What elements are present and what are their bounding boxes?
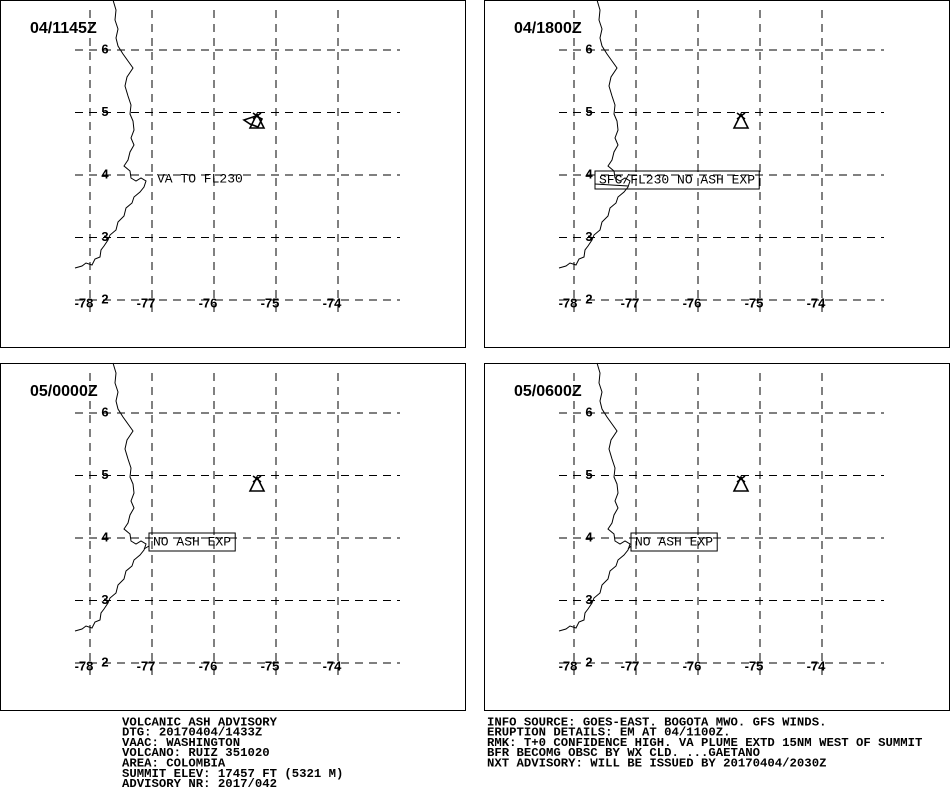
panel-time: 04/1145Z [30, 20, 97, 37]
map-panel: 6 5 4 3 2 -78 -77 -76 -75 -74 05/0000Z NO ASH EXP [0, 362, 466, 711]
latitude-label: 6 [101, 41, 108, 56]
latitude-label: 5 [585, 104, 592, 119]
longitude-label: -78 [559, 295, 578, 310]
latitude-label: 5 [101, 467, 108, 482]
latitude-label: 3 [585, 229, 592, 244]
map-panel: 6 5 4 3 2 -78 -77 -76 -75 -74 05/0600Z NO ASH EXP [484, 362, 950, 711]
longitude-label: -75 [745, 658, 764, 673]
annotation: NO ASH EXP [635, 534, 713, 549]
panel-frame [0, 0, 466, 348]
annotation-leader [143, 545, 150, 550]
longitude-label: -77 [137, 658, 156, 673]
latitude-label: 4 [101, 166, 109, 181]
volcano-symbol [248, 475, 266, 492]
annotation-leader [594, 183, 629, 187]
annotation: VA TO FL230 [157, 171, 243, 186]
advisory-line: SUMMIT ELEV: 17457 FT (5321 M) [122, 767, 343, 781]
longitude-label: -77 [137, 295, 156, 310]
panel-time: 05/0600Z [514, 383, 582, 400]
longitude-label: -75 [745, 295, 764, 310]
latitude-label: 2 [101, 291, 108, 306]
remark-line: BFR BECOMG OBSC BY WX CLD. ...GAETANO [487, 746, 760, 760]
latitude-label: 6 [585, 41, 592, 56]
advisory-line: VOLCANO: RUIZ 351020 [122, 746, 270, 760]
volcano-symbol [732, 475, 750, 492]
longitude-label: -78 [75, 295, 94, 310]
longitude-label: -76 [199, 295, 218, 310]
latitude-label: 3 [585, 592, 592, 607]
longitude-label: -75 [261, 295, 280, 310]
coastline [558, 362, 631, 632]
remark-line: INFO SOURCE: GOES-EAST. BOGOTA MWO. GFS … [487, 715, 826, 729]
longitude-label: -77 [621, 658, 640, 673]
latitude-label: 5 [585, 467, 592, 482]
map-panel: 6 5 4 3 2 -78 -77 -76 -75 -74 04/1800Z SFC/FL230 NO… [484, 0, 950, 348]
advisory-line: AREA: COLOMBIA [122, 756, 226, 770]
longitude-label: -75 [261, 658, 280, 673]
longitude-label: -78 [75, 658, 94, 673]
annotation: SFC/FL230 NO ASH EXP [599, 172, 755, 187]
coastline [558, 0, 631, 269]
latitude-label: 3 [101, 229, 108, 244]
longitude-label: -74 [807, 295, 827, 310]
remark-line: NXT ADVISORY: WILL BE ISSUED BY 20170404… [487, 756, 826, 770]
map-panel: 6 5 4 3 2 -78 -77 -76 -75 -74 04/1145Z VA TO FL230 [0, 0, 466, 348]
panel-time: 04/1800Z [514, 20, 582, 37]
latitude-label: 5 [101, 104, 108, 119]
advisory-line: VOLCANIC ASH ADVISORY [122, 715, 278, 729]
annotation-leader [627, 545, 632, 550]
annotation: NO ASH EXP [153, 534, 231, 549]
longitude-label: -76 [199, 658, 218, 673]
ash-area [242, 115, 264, 129]
remark-line: ERUPTION DETAILS: EM AT 04/1100Z. [487, 726, 731, 740]
longitude-label: -74 [323, 658, 343, 673]
volcano-symbol [732, 112, 750, 129]
latitude-label: 2 [101, 654, 108, 669]
panel-time: 05/0000Z [30, 383, 98, 400]
coastline [74, 0, 147, 269]
coastline [74, 362, 147, 632]
annotation-box [630, 532, 718, 552]
longitude-label: -78 [559, 658, 578, 673]
latitude-label: 2 [585, 654, 592, 669]
latitude-label: 6 [585, 404, 592, 419]
latitude-label: 6 [101, 404, 108, 419]
annotation-box [148, 532, 236, 552]
advisory-line: ADVISORY NR: 2017/042 [122, 777, 277, 791]
annotation-box [594, 170, 760, 190]
remark-line: RMK: T+0 CONFIDENCE HIGH. VA PLUME EXTD … [487, 736, 923, 750]
longitude-label: -77 [621, 295, 640, 310]
panel-frame [0, 363, 466, 711]
longitude-label: -74 [323, 295, 343, 310]
latitude-label: 4 [585, 166, 593, 181]
longitude-label: -74 [807, 658, 827, 673]
longitude-label: -76 [683, 295, 702, 310]
longitude-label: -76 [683, 658, 702, 673]
latitude-label: 4 [585, 529, 593, 544]
latitude-label: 3 [101, 592, 108, 607]
latitude-label: 4 [101, 529, 109, 544]
latitude-label: 2 [585, 291, 592, 306]
advisory-line: DTG: 20170404/1433Z [122, 726, 262, 740]
advisory-line: VAAC: WASHINGTON [122, 736, 240, 750]
